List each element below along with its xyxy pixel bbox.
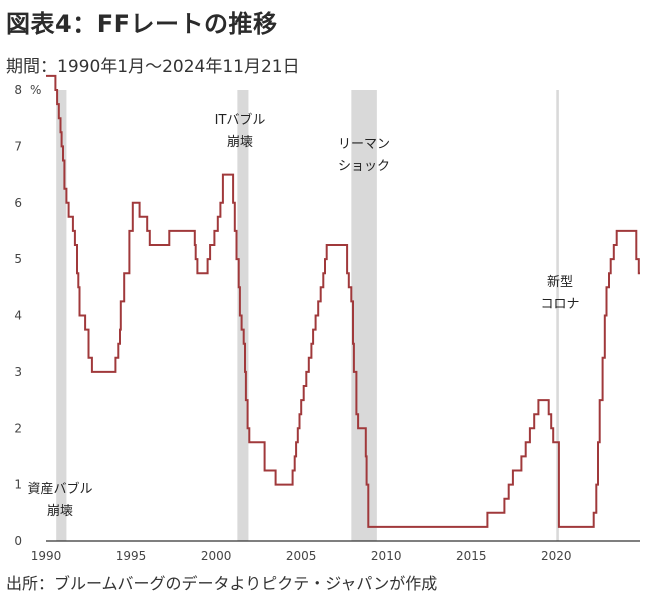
- period-annotation-label: 新型: [547, 274, 573, 290]
- shaded-period-band: [56, 90, 67, 541]
- shaded-period-band: [556, 90, 559, 541]
- x-tick-label: 2015: [456, 549, 487, 563]
- source-note: 出所：ブルームバーグのデータよりピクテ・ジャパンが作成: [6, 574, 438, 593]
- y-axis: 0 1 2 3 4 5 6 7 8%: [14, 83, 41, 548]
- y-tick-label: 7: [14, 139, 22, 153]
- shaded-period-band: [237, 90, 249, 541]
- shaded-period-band: [351, 90, 377, 541]
- y-tick-label: 2: [14, 421, 22, 435]
- period-annotation-label: 資産バブル: [27, 481, 92, 497]
- shaded-periods: [56, 90, 559, 541]
- y-tick-label: 1: [14, 478, 22, 492]
- x-tick-label: 2000: [201, 549, 232, 563]
- series-line-fed-funds-rate: [46, 74, 640, 528]
- y-tick-label: 6: [14, 196, 22, 210]
- period-annotation-label: リーマン: [338, 137, 390, 152]
- x-tick-label: 2020: [541, 549, 572, 563]
- period-annotation-label: コロナ: [540, 297, 579, 312]
- x-tick-label: 2010: [371, 549, 402, 563]
- x-axis: 1990 1995 2000 2005 2010 2015 2020: [31, 549, 572, 563]
- y-tick-label: 3: [14, 365, 22, 379]
- y-tick-label: 5: [14, 252, 22, 266]
- x-tick-label: 1990: [31, 549, 62, 563]
- y-unit-label: %: [30, 83, 41, 97]
- period-annotation-label: 崩壊: [227, 135, 253, 150]
- chart-title: 図表4：FFレートの推移: [6, 10, 278, 38]
- x-tick-label: 2005: [286, 549, 317, 563]
- y-tick-label: 0: [14, 534, 22, 548]
- y-tick-label: 8: [14, 83, 22, 97]
- period-annotation-label: 崩壊: [47, 504, 73, 519]
- chart-subtitle: 期間：1990年1月～2024年11月21日: [6, 57, 300, 77]
- y-tick-label: 4: [14, 309, 22, 323]
- x-tick-label: 1995: [116, 549, 147, 563]
- period-annotation-label: ショック: [338, 159, 390, 174]
- period-annotation-label: ITバブル: [215, 112, 266, 128]
